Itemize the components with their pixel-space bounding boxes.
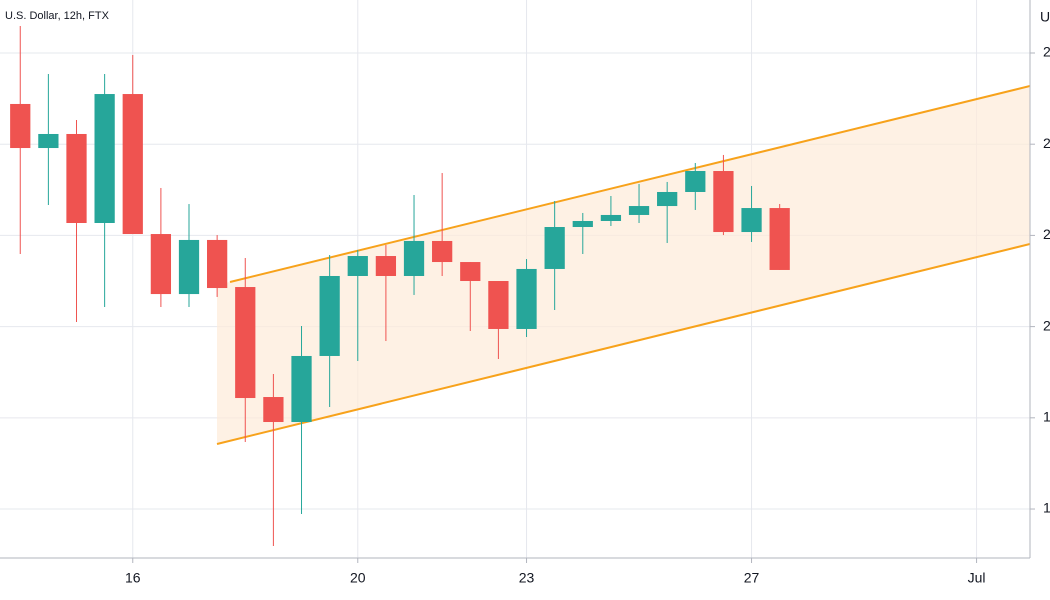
candle-body [600,214,622,221]
candle-body [375,256,397,276]
candle-body [66,133,87,223]
candle-body [432,240,453,263]
candle-body [10,103,31,149]
y-tick-label: 2 [1043,226,1050,242]
chart-title: U.S. Dollar, 12h, FTX [5,10,110,22]
candle-body [713,171,734,233]
candle-body [319,275,340,356]
y-axis-label: U [1040,9,1050,25]
y-tick-label: 2 [1043,44,1050,60]
x-tick-label: Jul [968,570,986,586]
candle-body [488,281,509,329]
channel-upper [229,85,1030,283]
candle-body [516,268,537,329]
title-bg [0,5,122,25]
candle-body [769,208,790,270]
x-tick-label: 16 [125,570,141,586]
x-tick-label: 27 [744,570,760,586]
channel [216,85,1030,445]
candle-body [207,239,228,289]
candle-body [741,208,762,233]
candle-body [291,355,312,423]
channel-lower [216,243,1030,445]
candle-body [38,133,59,149]
channel-fill [217,86,1030,444]
y-tick-label: 2 [1043,135,1050,151]
candle-body [685,171,706,192]
candle-body [657,191,678,207]
candle-body [235,287,256,399]
candle-body [628,206,650,215]
candle-body [460,262,481,282]
candle-body [122,94,143,235]
candle-body [263,397,284,423]
candle-body [178,239,200,295]
candles [10,25,790,547]
y-tick-label: 2 [1043,317,1050,333]
grid [0,0,1030,558]
candle-body [94,94,115,223]
candle-body [150,234,172,295]
tick-labels: 2 2 2 2 1 1 16 20 23 27 Jul [125,44,1050,586]
candle-body [544,227,565,269]
candle-body [403,240,425,276]
y-tick-label: 1 [1043,500,1050,516]
x-tick-label: 23 [519,570,535,586]
candle-body [572,220,593,228]
x-tick-label: 20 [350,570,366,586]
y-tick-label: 1 [1043,409,1050,425]
candle-body [347,256,368,276]
